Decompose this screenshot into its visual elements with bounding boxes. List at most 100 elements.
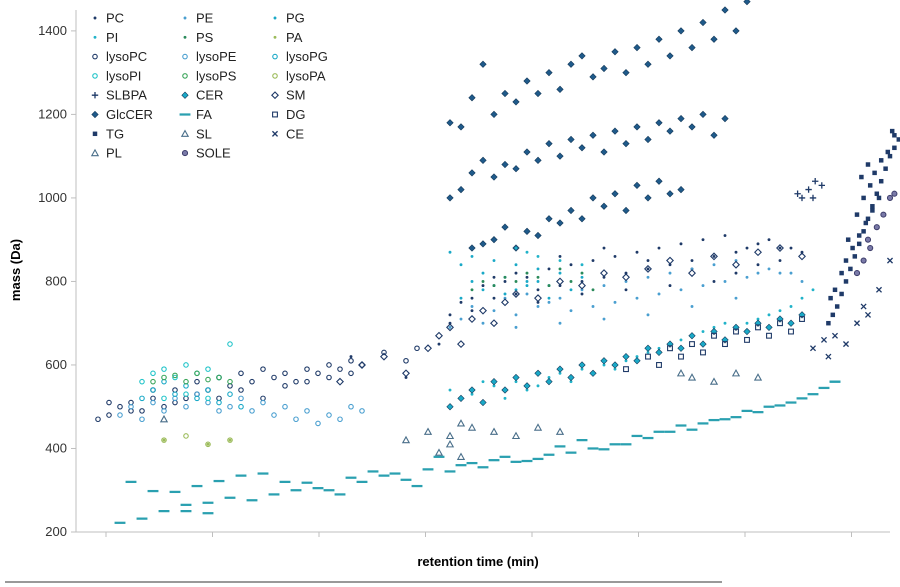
data-point bbox=[423, 427, 433, 435]
data-point bbox=[238, 403, 244, 410]
data-point bbox=[896, 137, 900, 142]
series-glccer bbox=[446, 0, 751, 252]
data-point bbox=[554, 445, 566, 448]
data-point bbox=[481, 280, 485, 283]
data-point bbox=[796, 397, 808, 400]
data-point bbox=[885, 149, 891, 155]
legend-marker bbox=[273, 35, 277, 39]
data-point bbox=[589, 369, 597, 377]
data-point bbox=[732, 260, 740, 269]
data-point bbox=[249, 408, 255, 414]
data-point bbox=[525, 284, 529, 288]
data-point bbox=[470, 305, 474, 308]
data-point bbox=[622, 69, 630, 77]
y-tick-label: 200 bbox=[45, 524, 67, 539]
data-point bbox=[547, 267, 551, 271]
data-point bbox=[468, 386, 476, 394]
data-point bbox=[644, 60, 652, 68]
data-point bbox=[712, 325, 716, 329]
data-point bbox=[556, 277, 564, 286]
data-point bbox=[710, 35, 718, 43]
data-point bbox=[434, 448, 444, 456]
data-point bbox=[666, 52, 674, 60]
data-point bbox=[227, 403, 233, 410]
data-point bbox=[503, 292, 507, 296]
data-point bbox=[227, 378, 233, 385]
legend-marker bbox=[272, 53, 278, 60]
data-point bbox=[139, 378, 145, 385]
series-ce bbox=[809, 257, 894, 360]
data-point bbox=[556, 219, 564, 227]
data-point bbox=[282, 383, 288, 389]
data-point bbox=[455, 464, 467, 467]
data-point bbox=[657, 346, 661, 350]
data-point bbox=[479, 240, 487, 248]
data-point bbox=[677, 185, 685, 194]
data-point bbox=[492, 284, 496, 288]
data-point bbox=[756, 242, 760, 246]
data-point bbox=[798, 194, 806, 202]
data-point bbox=[860, 257, 867, 264]
data-point bbox=[470, 254, 474, 258]
data-point bbox=[205, 395, 211, 402]
data-point bbox=[635, 250, 639, 254]
legend-item: SOLE bbox=[181, 146, 231, 161]
data-point bbox=[860, 303, 867, 310]
data-point bbox=[677, 344, 685, 352]
data-point bbox=[95, 416, 101, 423]
data-point bbox=[326, 374, 332, 381]
data-point bbox=[402, 369, 410, 378]
data-point bbox=[853, 320, 861, 327]
data-point bbox=[620, 443, 632, 446]
data-point bbox=[468, 94, 476, 102]
data-point bbox=[767, 313, 771, 317]
data-point bbox=[678, 353, 684, 360]
data-point bbox=[723, 234, 727, 237]
legend-marker bbox=[182, 53, 188, 60]
legend-marker bbox=[273, 16, 277, 20]
data-point bbox=[422, 468, 434, 471]
data-point bbox=[886, 194, 894, 201]
data-point bbox=[642, 436, 654, 440]
legend-marker bbox=[179, 113, 191, 116]
data-point bbox=[202, 501, 214, 504]
data-point bbox=[788, 328, 794, 335]
data-point bbox=[730, 416, 742, 419]
data-point bbox=[831, 332, 839, 339]
data-point bbox=[655, 177, 663, 185]
data-point bbox=[569, 380, 573, 384]
data-point bbox=[578, 281, 586, 290]
data-point bbox=[446, 403, 454, 411]
data-point bbox=[688, 43, 696, 52]
data-point bbox=[525, 388, 529, 392]
y-axis-title: mass (Da) bbox=[8, 239, 23, 301]
data-point bbox=[580, 292, 584, 296]
data-point bbox=[598, 448, 610, 451]
data-point bbox=[523, 148, 531, 156]
series-lysops bbox=[150, 370, 233, 385]
data-point bbox=[765, 323, 773, 332]
data-point bbox=[755, 324, 761, 331]
data-point bbox=[349, 355, 353, 359]
data-point bbox=[699, 18, 707, 27]
data-point bbox=[304, 378, 310, 385]
data-point bbox=[514, 288, 518, 292]
data-point bbox=[326, 412, 332, 418]
data-point bbox=[828, 295, 833, 301]
legend-label: lysoPC bbox=[106, 49, 147, 64]
data-point bbox=[845, 237, 851, 242]
data-point bbox=[711, 332, 717, 339]
legend-item: TG bbox=[92, 126, 124, 141]
data-point bbox=[635, 296, 639, 300]
data-point bbox=[832, 287, 838, 293]
data-point bbox=[512, 289, 520, 298]
data-point bbox=[348, 370, 354, 377]
data-point bbox=[613, 367, 617, 371]
data-point bbox=[675, 424, 687, 427]
data-point bbox=[645, 353, 651, 360]
data-point bbox=[602, 246, 606, 250]
data-point bbox=[488, 459, 500, 462]
data-point bbox=[859, 174, 864, 180]
data-point bbox=[448, 313, 452, 317]
data-point bbox=[856, 241, 862, 247]
